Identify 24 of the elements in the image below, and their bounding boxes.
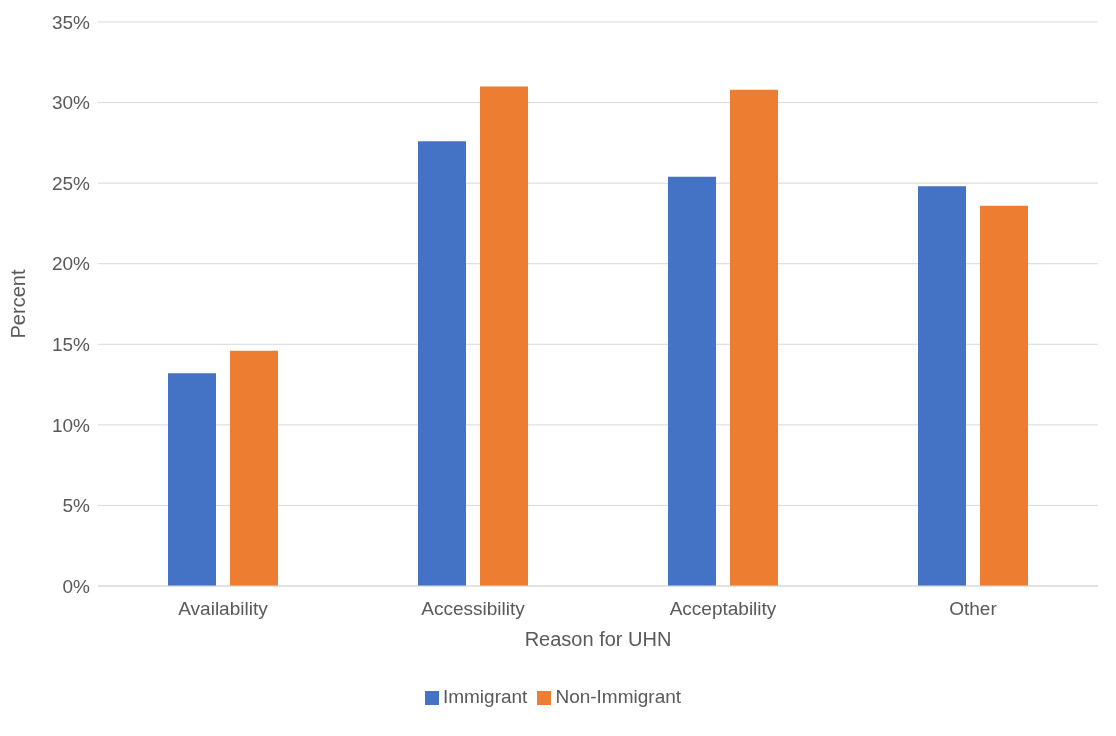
y-tick-label: 25%	[51, 172, 91, 194]
bar	[980, 205, 1028, 586]
y-tick-label: 5%	[62, 495, 91, 517]
x-axis-title: Reason for UHN	[524, 628, 672, 650]
bar	[480, 86, 528, 586]
x-tick-label: Acceptability	[669, 598, 777, 620]
bar	[418, 141, 466, 586]
y-tick-label: 0%	[62, 575, 91, 597]
bar	[668, 176, 716, 586]
bar	[730, 89, 778, 586]
y-tick-label: 30%	[51, 92, 91, 114]
x-tick-label: Availability	[178, 598, 269, 620]
legend-label: Immigrant	[442, 686, 528, 707]
bar	[230, 350, 278, 586]
y-tick-label: 15%	[51, 334, 91, 356]
legend-label: Non-Immigrant	[555, 686, 682, 707]
y-tick-label: 35%	[51, 11, 91, 33]
y-axis-title: Percent	[7, 269, 30, 339]
y-tick-label: 10%	[51, 414, 91, 436]
x-tick-label: Accessibility	[421, 598, 526, 620]
y-tick-label: 20%	[51, 253, 91, 275]
x-tick-label: Other	[949, 598, 998, 620]
bar	[168, 373, 216, 586]
bar	[918, 186, 966, 586]
